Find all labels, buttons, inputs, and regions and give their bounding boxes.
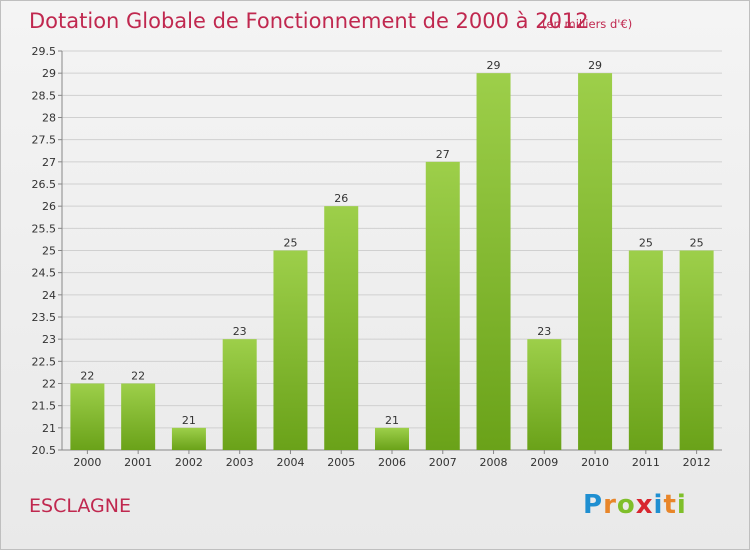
y-tick-label: 26.5: [32, 178, 57, 191]
y-tick-label: 25.5: [32, 222, 57, 235]
y-tick-label: 21: [42, 422, 56, 435]
logo-letter: r: [603, 490, 617, 520]
y-tick-label: 24.5: [32, 267, 57, 280]
x-tick-label: 2009: [530, 456, 558, 469]
y-tick-label: 22: [42, 378, 56, 391]
bar: [476, 73, 511, 451]
axes: [58, 50, 722, 454]
x-tick-label: 2000: [73, 456, 101, 469]
data-label: 22: [80, 370, 94, 383]
y-tick-label: 23: [42, 333, 56, 346]
logo-letter: P: [583, 490, 604, 520]
commune-name: ESCLAGNE: [29, 495, 131, 517]
y-tick-label: 26: [42, 200, 56, 213]
bar: [121, 383, 156, 450]
bar: [527, 339, 562, 450]
x-tick-label: 2005: [327, 456, 355, 469]
y-tick-label: 27: [42, 156, 56, 169]
x-tick-label: 2008: [480, 456, 508, 469]
bar: [70, 383, 105, 450]
data-label: 27: [436, 148, 450, 161]
y-tick-label: 28.5: [32, 89, 57, 102]
x-tick-label: 2011: [632, 456, 660, 469]
data-label: 22: [131, 370, 145, 383]
data-label: 25: [690, 237, 704, 250]
bar: [222, 339, 257, 450]
bar: [578, 73, 613, 451]
data-label: 21: [182, 414, 196, 427]
data-label: 21: [385, 414, 399, 427]
data-label: 29: [487, 59, 501, 72]
data-label: 25: [283, 237, 297, 250]
y-tick-label: 28: [42, 112, 56, 125]
logo-letter: o: [616, 490, 636, 520]
bar: [375, 427, 409, 450]
data-label: 25: [639, 237, 653, 250]
y-tick-label: 20.5: [32, 444, 57, 457]
bar: [679, 250, 714, 450]
y-tick-label: 27.5: [32, 134, 57, 147]
y-tick-label: 25: [42, 245, 56, 258]
x-tick-label: 2003: [226, 456, 254, 469]
labels: 20.5 21 21.5 22 22.5 23 23.5 24 24.5 25 25.5 26 26.5…: [32, 45, 711, 469]
bar: [628, 250, 663, 450]
bar: [171, 427, 206, 450]
x-tick-label: 2006: [378, 456, 406, 469]
x-tick-label: 2012: [683, 456, 711, 469]
grid-lines: [62, 50, 722, 451]
data-label: 29: [588, 59, 602, 72]
y-tick-label: 22.5: [32, 355, 57, 368]
bar: [273, 250, 308, 450]
data-label: 23: [537, 325, 551, 338]
y-tick-label: 29: [42, 67, 56, 80]
y-tick-label: 24: [42, 289, 56, 302]
logo-letter: i: [653, 490, 664, 520]
logo-letter: i: [676, 490, 687, 520]
x-tick-label: 2002: [175, 456, 203, 469]
x-tick-label: 2004: [276, 456, 304, 469]
y-tick-label: 21.5: [32, 400, 57, 413]
chart-title: Dotation Globale de Fonctionnement de 20…: [29, 9, 589, 33]
bar: [324, 206, 359, 450]
logo-letter: x: [635, 490, 654, 520]
bar: [425, 161, 460, 451]
data-label: 26: [334, 192, 348, 205]
y-tick-label: 23.5: [32, 311, 57, 324]
chart-subtitle: (en milliers d'€): [542, 17, 633, 31]
data-label: 23: [233, 325, 247, 338]
x-tick-label: 2001: [124, 456, 152, 469]
proxiti-logo: Proxiti: [583, 490, 687, 520]
y-tick-label: 29.5: [32, 45, 57, 58]
x-tick-label: 2007: [429, 456, 457, 469]
x-tick-label: 2010: [581, 456, 609, 469]
logo-letter: t: [663, 490, 677, 520]
bars: [70, 73, 714, 451]
